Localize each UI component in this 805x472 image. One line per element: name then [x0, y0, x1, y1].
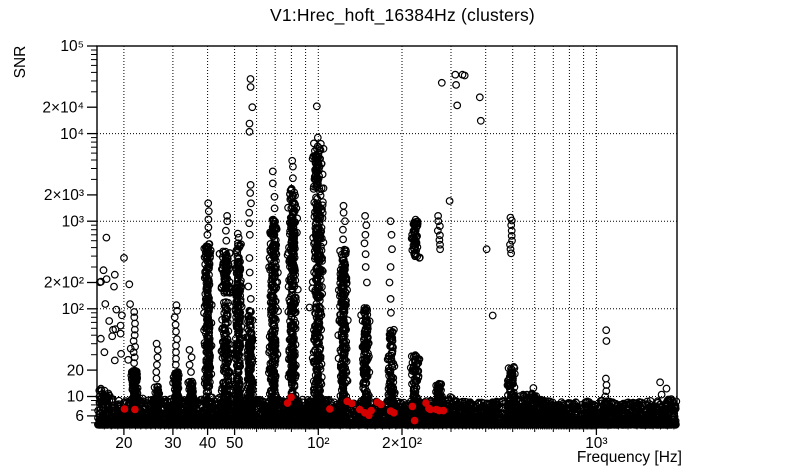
- x-axis-label: Frequency [Hz]: [576, 449, 682, 466]
- svg-text:10³: 10³: [62, 213, 84, 230]
- svg-text:10: 10: [67, 389, 85, 406]
- svg-text:6: 6: [75, 408, 84, 425]
- svg-text:2×10²: 2×10²: [382, 435, 422, 452]
- svg-text:10²: 10²: [307, 435, 329, 452]
- svg-text:10³: 10³: [585, 435, 607, 452]
- svg-text:10⁵: 10⁵: [60, 38, 84, 55]
- grid-lines: [97, 46, 677, 426]
- svg-text:2×10²: 2×10²: [44, 275, 84, 292]
- selected-cluster-points: [120, 393, 448, 425]
- svg-text:2×10³: 2×10³: [44, 187, 84, 204]
- svg-text:2×10⁴: 2×10⁴: [42, 99, 84, 116]
- svg-text:20: 20: [115, 435, 133, 452]
- axis-tick-labels: 6 10 20 10² 2×10² 10³ 2×10³ 10⁴ 2×10⁴ 10⁵ 20 30 40 50…: [42, 38, 607, 452]
- svg-text:40: 40: [199, 435, 217, 452]
- trigger-points: [94, 70, 681, 429]
- plot-title: V1:Hrec_hoft_16384Hz (clusters): [270, 5, 535, 25]
- plot-frame: [96, 45, 678, 427]
- svg-text:50: 50: [226, 435, 244, 452]
- svg-text:10⁴: 10⁴: [60, 126, 84, 143]
- svg-text:30: 30: [164, 435, 182, 452]
- svg-text:10²: 10²: [62, 301, 84, 318]
- svg-text:20: 20: [67, 362, 85, 379]
